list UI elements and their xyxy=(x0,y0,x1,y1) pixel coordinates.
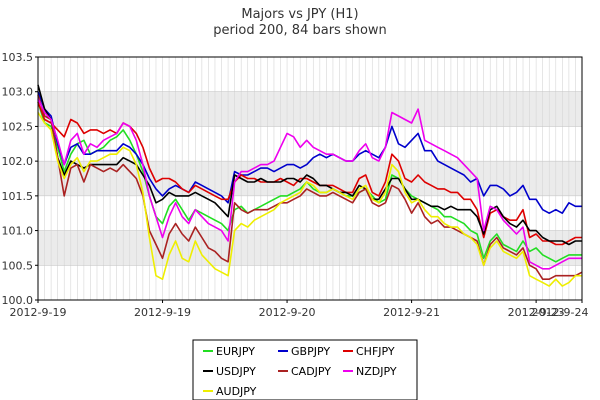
y-tick-label: 101.0 xyxy=(2,225,34,238)
series-line-gbpjpy xyxy=(37,91,582,214)
y-tick-label: 100.5 xyxy=(2,259,34,272)
legend-label-cadjpy: CADJPY xyxy=(291,365,331,378)
series-line-cadjpy xyxy=(37,94,583,281)
x-tick-label: 2012-9-19 xyxy=(134,306,191,319)
x-tick-label: 2012-9-21 xyxy=(383,306,440,319)
legend-label-nzdjpy: NZDJPY xyxy=(356,365,397,378)
x-tick-label: 2012-9-24 xyxy=(532,306,589,319)
plot-bands xyxy=(38,57,582,300)
x-tick-label: 2012-9-20 xyxy=(259,306,316,319)
x-tick-label: 2012-9-23 xyxy=(508,306,565,319)
y-tick-label: 103.0 xyxy=(2,86,34,99)
legend-box xyxy=(192,339,418,400)
chart-title: Majors vs JPY (H1) xyxy=(241,7,358,22)
legend-label-gbpjpy: GBPJPY xyxy=(291,345,330,358)
plot-frame xyxy=(37,56,583,301)
y-tick-label: 100.0 xyxy=(2,294,34,307)
y-tick-label: 102.0 xyxy=(2,155,34,168)
plot-band xyxy=(38,265,582,300)
legend-label-eurjpy: EURJPY xyxy=(216,345,255,358)
plot-band xyxy=(38,91,582,127)
y-tick-label: 103.5 xyxy=(2,51,34,64)
series-line-usdjpy xyxy=(37,84,582,246)
y-tick-label: 102.5 xyxy=(2,120,34,133)
y-axis-ticks: 100.0 100.5 101.0 101.5 102.0 102.5 103.0 103.5 xyxy=(2,51,38,307)
plot-band xyxy=(38,230,582,266)
series-line-audjpy xyxy=(37,112,582,287)
legend-label-usdjpy: USDJPY xyxy=(216,365,256,378)
x-tick-label: 2012-9-19 xyxy=(10,306,67,319)
legend-label-audjpy: AUDJPY xyxy=(216,385,257,398)
chart-subtitle: period 200, 84 bars shown xyxy=(213,23,387,38)
plot-band xyxy=(38,57,582,92)
x-axis-ticks: 2012-9-19 2012-9-19 2012-9-20 2012-9-21 2012… xyxy=(10,300,589,319)
series-line-eurjpy xyxy=(37,101,582,263)
series-line-nzdjpy xyxy=(37,98,582,270)
series-group xyxy=(37,84,583,287)
y-tick-label: 101.5 xyxy=(2,190,34,203)
legend-label-chfjpy: CHFJPY xyxy=(356,345,395,358)
legend: EURJPY GBPJPY CHFJPY USDJPY CADJPY NZDJPY AUDJ… xyxy=(192,339,418,400)
